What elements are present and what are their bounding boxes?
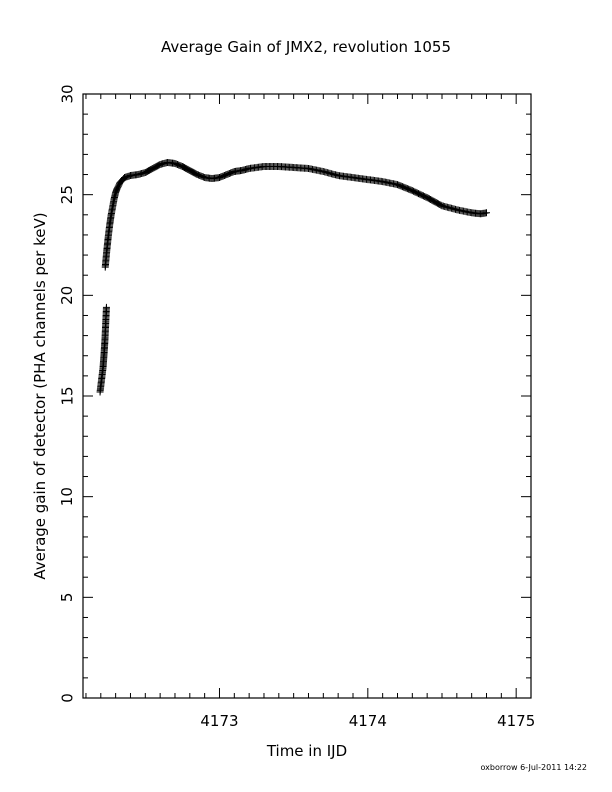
footer-credit: oxborrow 6-Jul-2011 14:22 (480, 763, 587, 772)
x-tick-label: 4174 (349, 712, 387, 730)
data-point (482, 209, 490, 217)
y-tick-label: 20 (58, 286, 76, 305)
plot-area-frame (82, 93, 532, 699)
axis-ticks (83, 93, 532, 699)
chart-title: Average Gain of JMX2, revolution 1055 (161, 38, 451, 56)
data-point (102, 303, 110, 311)
y-tick-label: 30 (58, 84, 76, 103)
y-tick-label: 15 (58, 386, 76, 405)
axis-tick-labels: 0 5 10 15 20 25 30 4173 4174 4175 (58, 84, 535, 730)
y-tick-label: 5 (58, 593, 76, 603)
y-tick-label: 25 (58, 185, 76, 204)
data-points (96, 158, 490, 396)
x-tick-label: 4175 (497, 712, 535, 730)
x-tick-label: 4173 (200, 712, 238, 730)
x-axis-label: Time in IJD (266, 742, 347, 760)
y-tick-label: 10 (58, 487, 76, 506)
y-tick-label: 0 (58, 693, 76, 703)
y-axis-label: Average gain of detector (PHA channels p… (31, 212, 49, 579)
